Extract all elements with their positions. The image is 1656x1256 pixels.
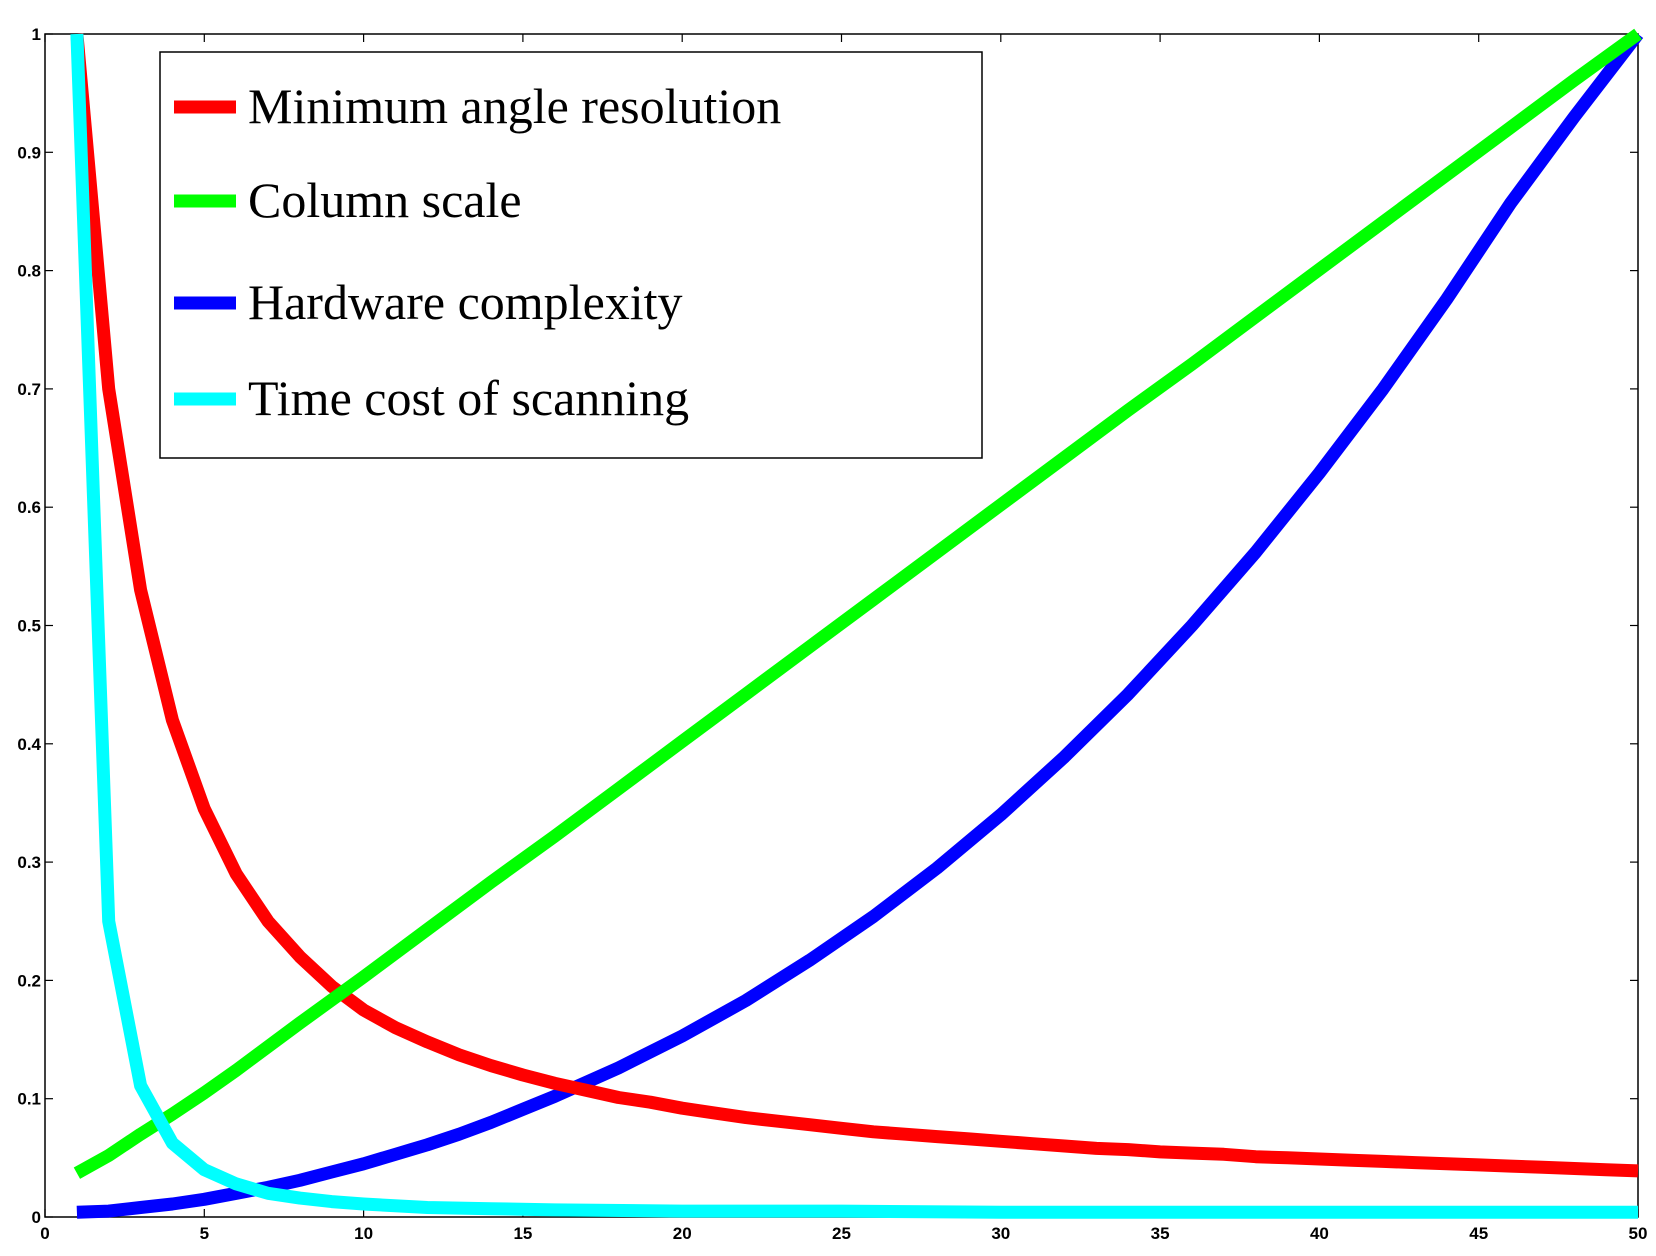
series-line-time-cost-of-scanning — [70, 33, 1638, 1219]
y-tick-label: 0.2 — [17, 971, 41, 990]
legend-box — [159, 51, 983, 459]
x-tick-label: 0 — [40, 1224, 49, 1243]
x-tick-label: 15 — [513, 1224, 532, 1243]
y-tick-label: 0.9 — [17, 143, 41, 162]
x-tick-label: 30 — [991, 1224, 1010, 1243]
x-tick-label: 50 — [1629, 1224, 1648, 1243]
x-tick-label: 40 — [1310, 1224, 1329, 1243]
x-tick-label: 35 — [1151, 1224, 1170, 1243]
y-tick-label: 0.4 — [17, 735, 41, 754]
y-tick-label: 0.6 — [17, 498, 41, 517]
y-tick-label: 0.7 — [17, 380, 41, 399]
legend-label: Hardware complexity — [248, 274, 683, 330]
axis-ticks: 0 5 10 15 20 25 30 35 40 45 50 0 0.1 0.2 0.3 0.4 0.5 0.6 0… — [17, 25, 1647, 1243]
legend-label: Minimum angle resolution — [248, 78, 781, 134]
legend: Minimum angle resolution Column scale Hard… — [159, 51, 983, 459]
x-tick-label: 45 — [1469, 1224, 1488, 1243]
y-tick-label: 0.8 — [17, 262, 41, 281]
x-tick-label: 10 — [354, 1224, 373, 1243]
y-tick-label: 1 — [32, 25, 41, 44]
series-line-column-scale — [73, 28, 1642, 1179]
x-tick-label: 20 — [673, 1224, 692, 1243]
legend-label: Time cost of scanning — [248, 370, 689, 426]
y-tick-label: 0.3 — [17, 853, 41, 872]
x-tick-label: 5 — [200, 1224, 209, 1243]
y-tick-label: 0 — [32, 1208, 41, 1227]
y-tick-label: 0.1 — [17, 1090, 41, 1109]
y-tick-label: 0.5 — [17, 617, 41, 636]
series-lines — [70, 28, 1644, 1219]
x-tick-label: 25 — [832, 1224, 851, 1243]
legend-label: Column scale — [248, 172, 522, 228]
